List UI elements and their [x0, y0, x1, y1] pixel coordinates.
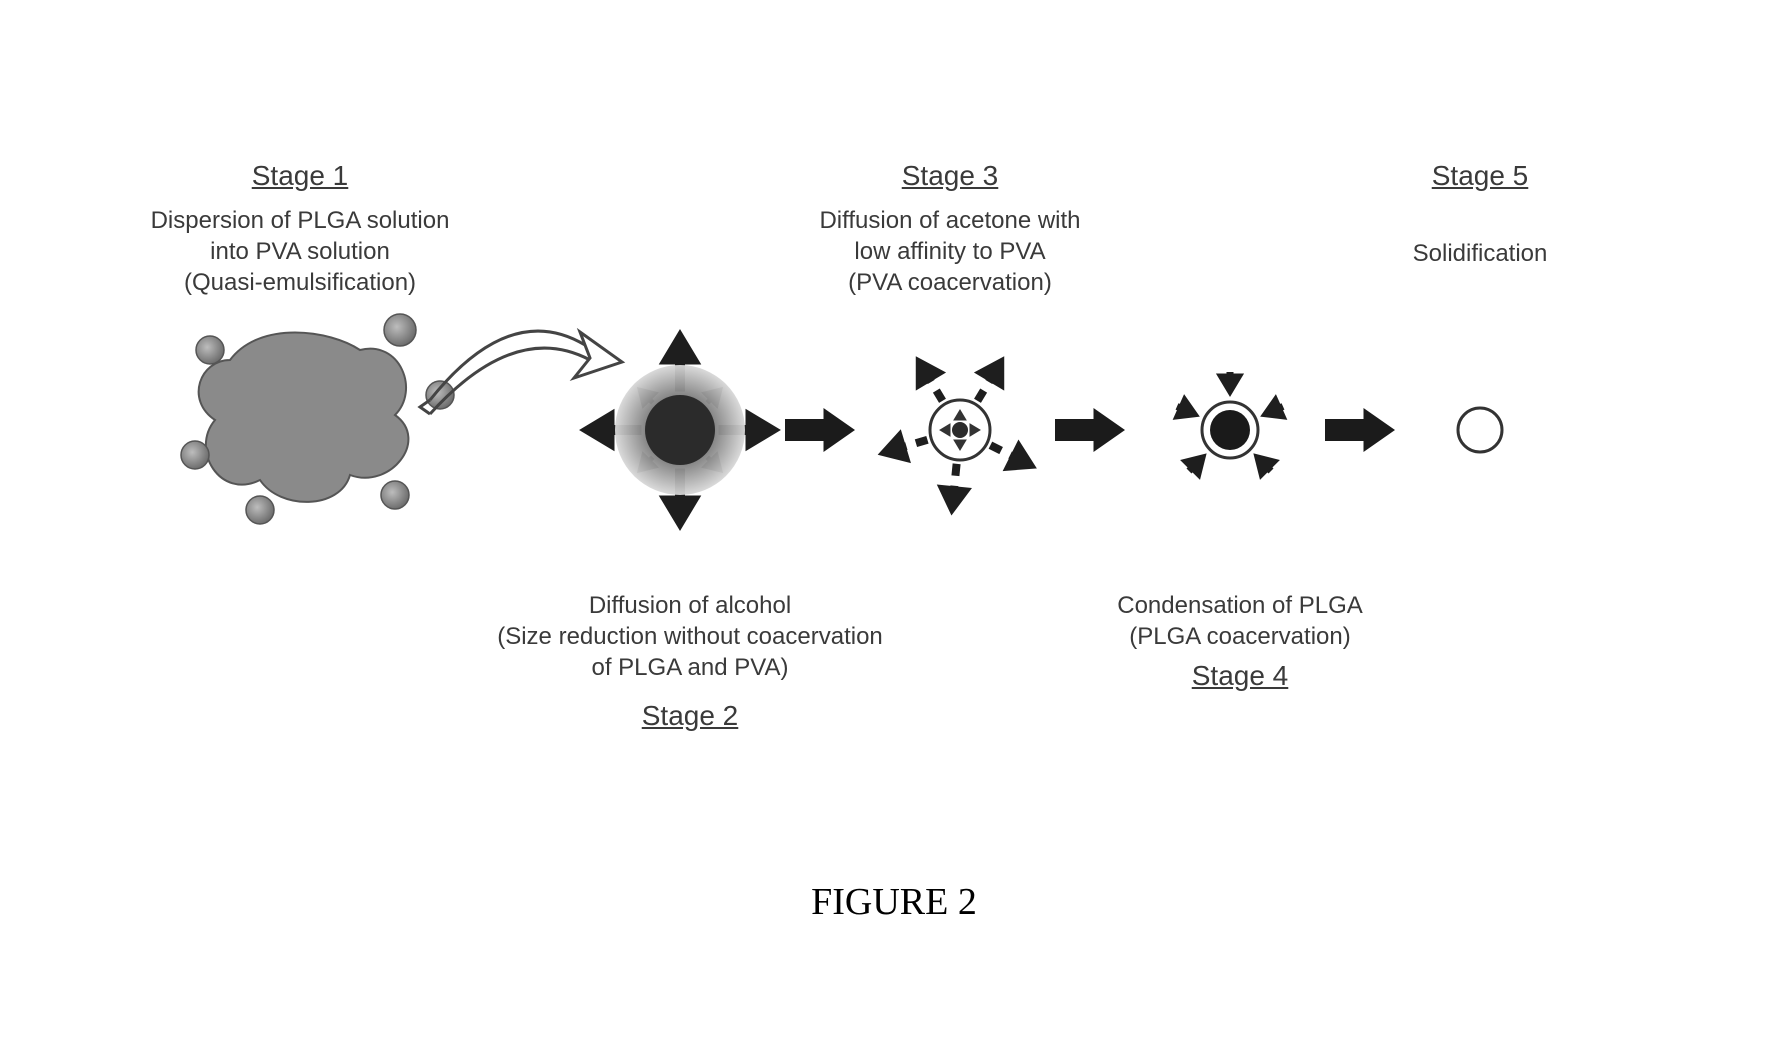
- stage4-particle: [1173, 372, 1286, 479]
- stage5-particle: [1458, 408, 1502, 452]
- figure-container: Stage 1 Stage 3 Stage 5 Stage 2 Stage 4 …: [0, 0, 1788, 1062]
- stage3-particle: [879, 357, 1036, 514]
- flow-arrows: [785, 408, 1395, 452]
- stage1-blob: [199, 333, 409, 502]
- diagram-svg: [0, 0, 1788, 1062]
